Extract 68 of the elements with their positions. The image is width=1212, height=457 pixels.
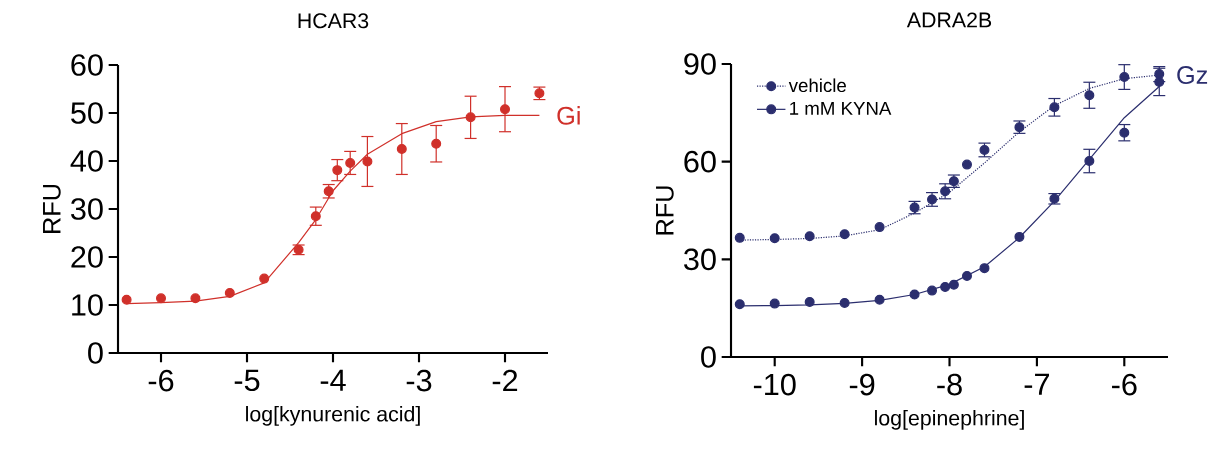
point	[940, 282, 951, 293]
point	[1084, 90, 1095, 101]
chart-title: ADRA2B	[906, 12, 992, 28]
point	[874, 294, 885, 305]
point	[310, 211, 321, 222]
y-tick-label: 10	[72, 294, 103, 316]
x-tick-label: -3	[406, 369, 432, 392]
point	[804, 296, 815, 307]
y-tick-label: 20	[71, 246, 103, 268]
point	[259, 273, 270, 284]
x-axis-title: log[epinephrine]	[875, 409, 1024, 430]
point	[874, 222, 885, 233]
point	[909, 289, 920, 300]
point	[1154, 76, 1165, 87]
point	[734, 299, 745, 310]
y-tick-label: 50	[71, 102, 103, 124]
point	[961, 270, 972, 281]
point	[362, 156, 373, 167]
x-tick-label: -4	[320, 369, 346, 391]
point	[979, 263, 990, 274]
y-tick-label: 0	[701, 346, 716, 368]
x-tick-label: -6	[1112, 373, 1137, 396]
x-tick-label: -5	[234, 369, 260, 392]
point	[1049, 102, 1060, 113]
point	[190, 293, 201, 304]
x-tick-label: -10	[753, 373, 796, 396]
y-axis-title: RFU	[656, 186, 674, 235]
point	[1119, 127, 1130, 138]
y-tick-label: 60	[684, 150, 716, 173]
point	[839, 229, 850, 240]
y-tick-label: 30	[684, 248, 716, 271]
point	[396, 144, 407, 155]
point	[839, 297, 850, 308]
x-tick-label: -8	[937, 373, 962, 396]
y-tick-label: 0	[88, 342, 103, 364]
point	[734, 232, 745, 243]
y-tick-label: 90	[684, 53, 716, 75]
point	[1084, 156, 1095, 167]
point	[500, 104, 510, 115]
legend-label: vehicle	[788, 78, 846, 93]
legend-label: 1 mM KYNA	[790, 101, 892, 115]
point	[431, 138, 442, 149]
y-tick-label: 30	[71, 198, 103, 220]
point	[121, 294, 132, 305]
point	[769, 233, 780, 244]
x-tick-label: -6	[148, 369, 174, 392]
annotation: Gz	[1177, 66, 1208, 85]
point	[224, 288, 235, 298]
point	[1014, 231, 1025, 242]
point	[769, 298, 780, 309]
y-axis-title: RFU	[43, 184, 61, 233]
y-tick-label: 60	[71, 54, 103, 76]
point	[948, 279, 959, 290]
point	[927, 285, 938, 296]
point	[332, 165, 343, 176]
chart-title: HCAR3	[298, 13, 369, 29]
point	[804, 231, 815, 242]
x-tick-label: -7	[1024, 373, 1049, 395]
point	[1119, 72, 1130, 83]
x-tick-label: -9	[849, 373, 875, 396]
x-tick-label: -2	[492, 369, 518, 392]
point	[345, 157, 356, 168]
point	[961, 159, 972, 170]
annotation: Gi	[557, 106, 580, 125]
point	[156, 293, 166, 304]
point	[465, 112, 476, 123]
y-tick-label: 40	[70, 150, 103, 172]
x-axis-title: log[kynurenic acid]	[246, 405, 420, 426]
